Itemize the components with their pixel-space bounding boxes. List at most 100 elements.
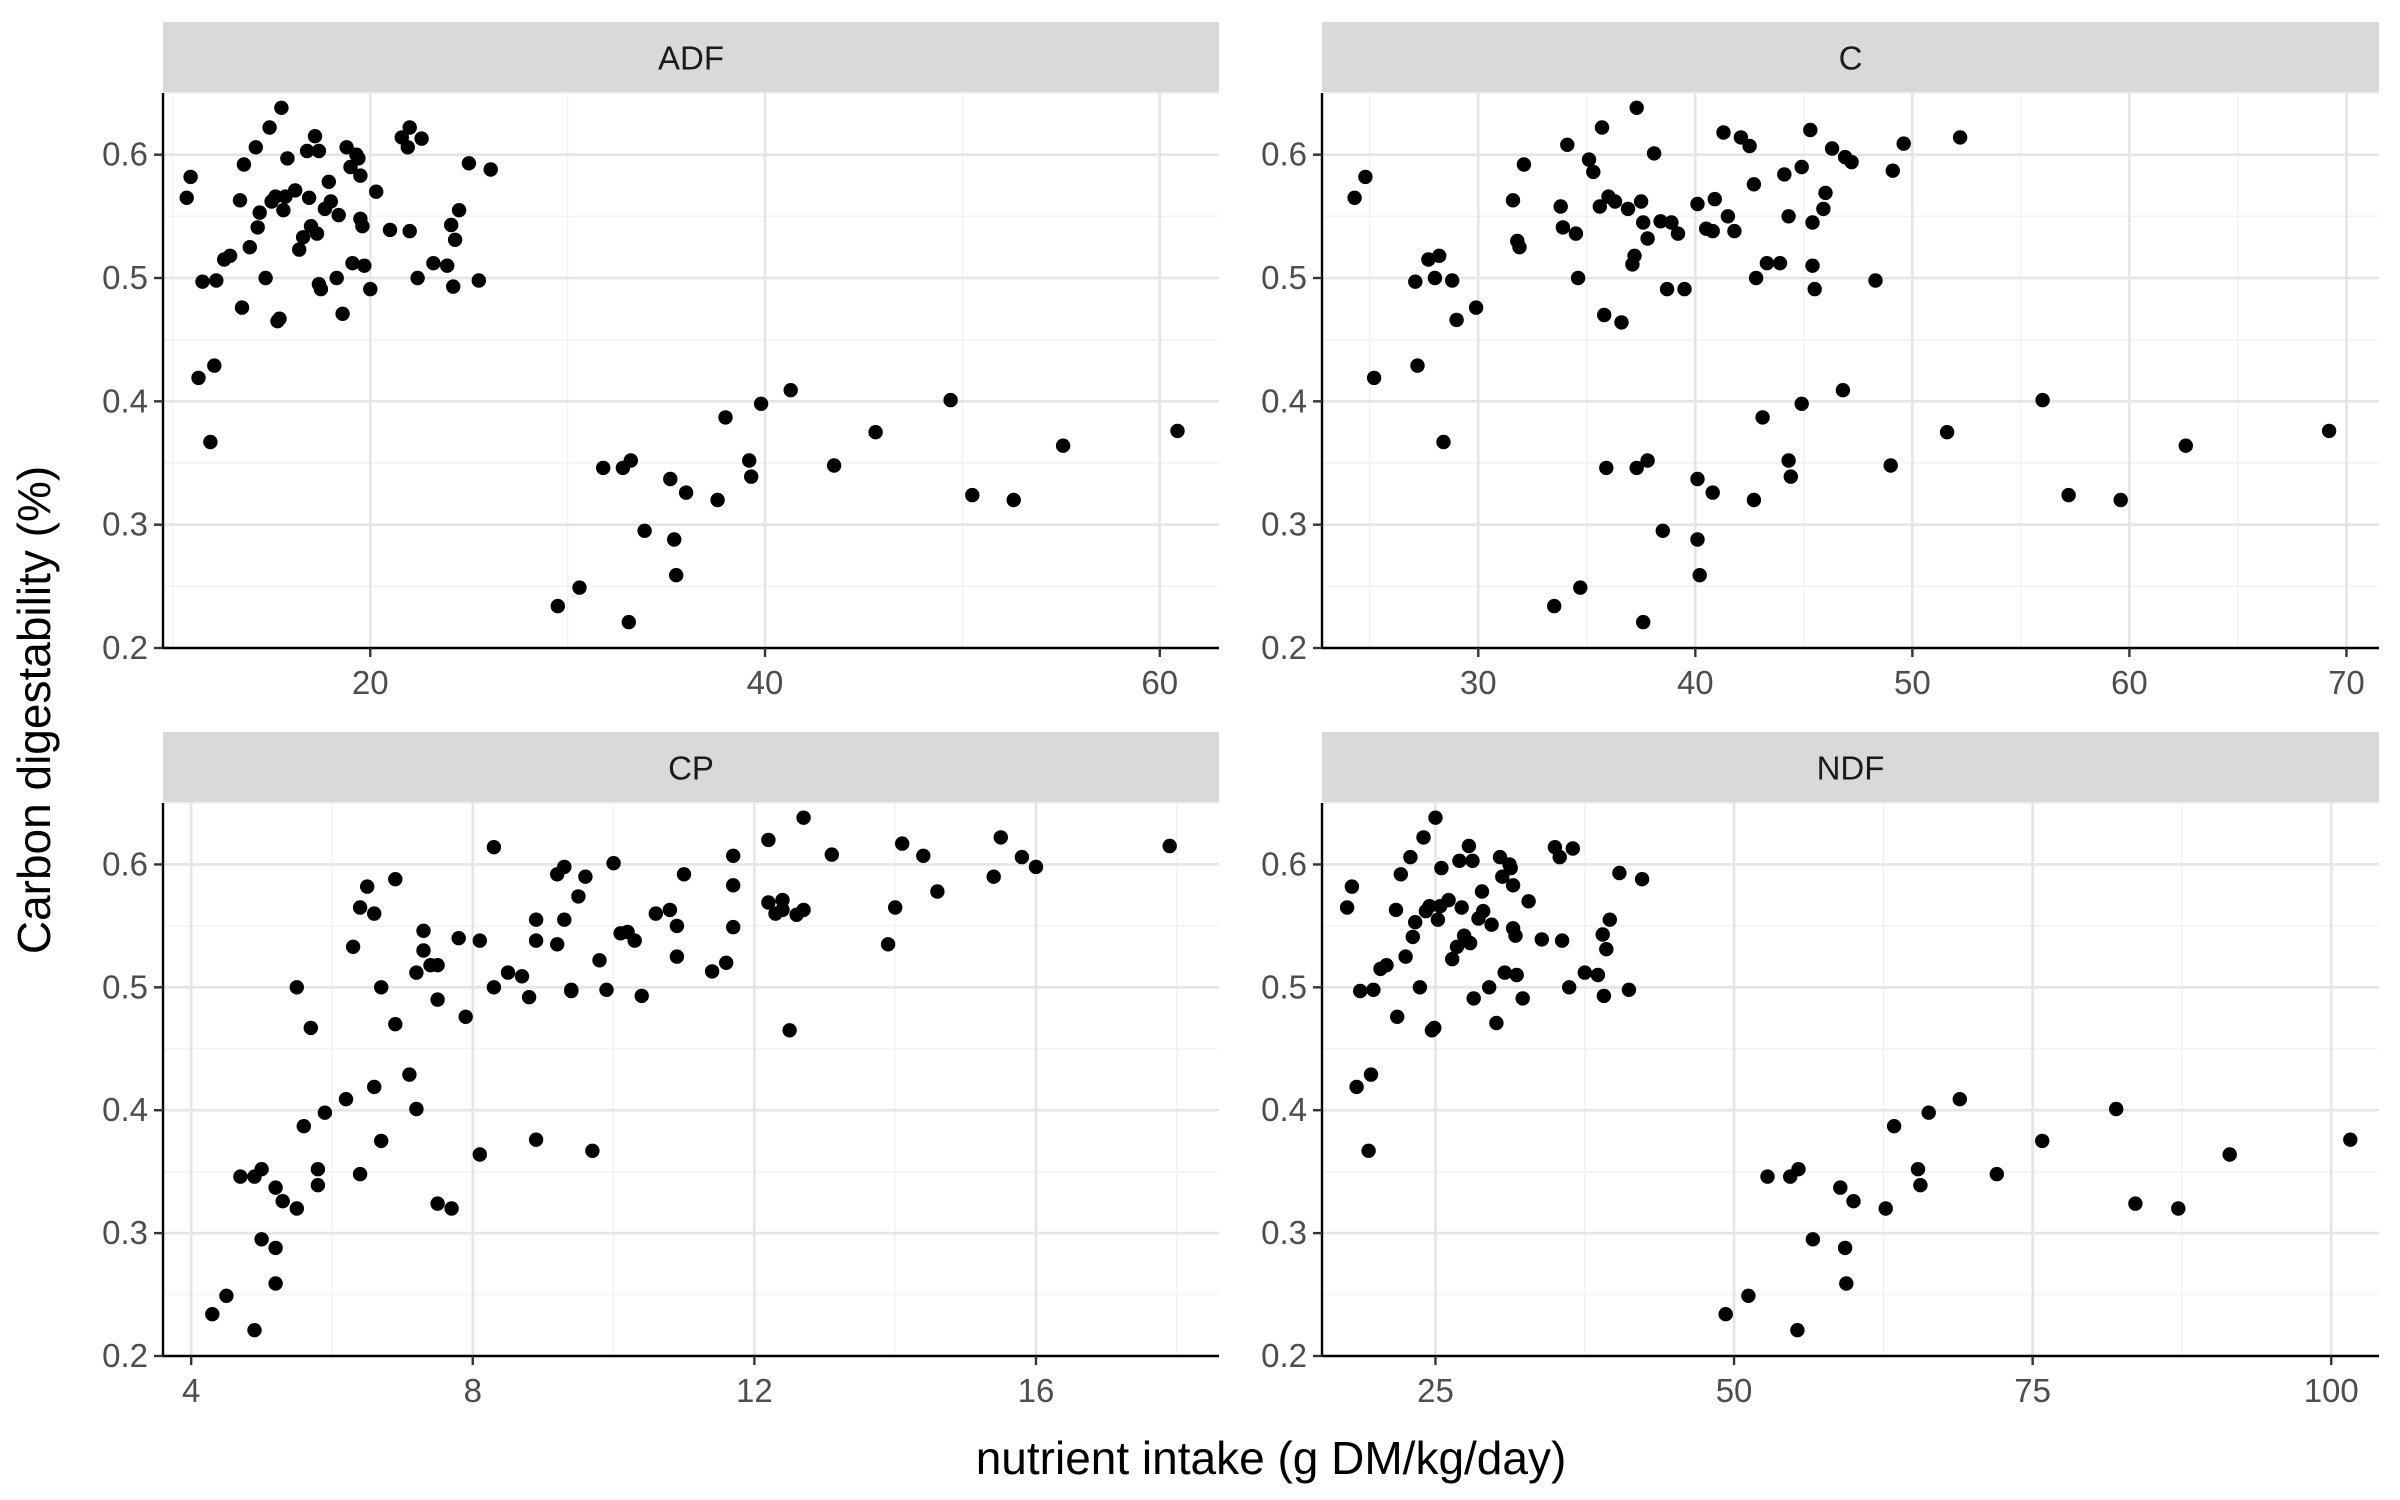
y-tick-label: 0.6	[102, 136, 148, 173]
data-point	[1612, 865, 1627, 881]
data-point	[550, 937, 565, 952]
data-point	[1629, 460, 1644, 476]
data-point	[1028, 859, 1044, 875]
data-point	[191, 370, 206, 386]
data-point	[288, 183, 303, 198]
data-point	[409, 1101, 424, 1117]
data-point	[310, 1178, 326, 1193]
facet-strip-label: C	[1839, 40, 1863, 77]
data-point	[1366, 982, 1381, 997]
data-point	[637, 523, 652, 538]
data-point	[1516, 157, 1532, 172]
data-point	[1627, 248, 1642, 263]
data-point	[369, 184, 384, 199]
x-tick-label: 60	[1141, 664, 1178, 701]
data-point	[329, 270, 344, 286]
data-point	[430, 992, 445, 1007]
data-point	[374, 1133, 389, 1149]
data-point	[2343, 1132, 2358, 1147]
data-point	[275, 1194, 290, 1209]
data-point	[824, 847, 839, 862]
y-tick-label: 0.2	[1261, 1337, 1307, 1374]
x-tick-label: 25	[1417, 1372, 1454, 1409]
data-point	[528, 933, 544, 948]
y-tick-label: 0.2	[1261, 629, 1307, 666]
data-point	[1454, 900, 1469, 915]
data-point	[1878, 1201, 1893, 1216]
data-point	[296, 1119, 311, 1134]
data-point	[1353, 983, 1368, 999]
data-point	[307, 129, 323, 144]
data-point	[564, 982, 579, 997]
x-tick-label: 75	[2014, 1372, 2051, 1409]
data-point	[1512, 240, 1527, 255]
data-point	[514, 969, 530, 984]
data-point	[1805, 258, 1820, 273]
data-point	[451, 931, 466, 946]
data-point	[1430, 912, 1446, 927]
data-point	[410, 270, 425, 286]
data-point	[1560, 137, 1575, 152]
data-point	[1162, 838, 1177, 854]
data-point	[430, 1196, 445, 1211]
data-point	[634, 988, 649, 1004]
data-point	[205, 1307, 220, 1322]
data-point	[888, 900, 903, 915]
data-point	[1590, 967, 1606, 983]
data-point	[1748, 270, 1764, 286]
data-point	[1489, 1015, 1504, 1031]
data-point	[710, 492, 725, 508]
data-point	[500, 965, 516, 980]
x-axis-title: nutrient intake (g DM/kg/day)	[976, 1432, 1567, 1484]
y-tick-label: 0.2	[102, 629, 148, 666]
data-point	[1760, 1169, 1775, 1184]
data-point	[268, 1180, 283, 1195]
data-point	[1910, 1162, 1926, 1177]
data-point	[2113, 492, 2128, 508]
data-point	[1670, 226, 1686, 241]
data-point	[1344, 879, 1360, 894]
data-point	[382, 222, 398, 238]
data-point	[1497, 965, 1512, 980]
data-point	[1746, 177, 1762, 192]
y-tick-label: 0.3	[102, 506, 148, 543]
data-point	[782, 1023, 797, 1038]
data-point	[572, 580, 587, 595]
data-point	[345, 939, 361, 954]
data-point	[1602, 912, 1618, 927]
data-point	[1659, 281, 1675, 297]
data-point	[1358, 169, 1373, 185]
data-point	[1640, 453, 1655, 468]
data-point	[1503, 860, 1518, 876]
data-point	[2128, 1196, 2143, 1211]
data-point	[233, 1169, 248, 1184]
y-tick-label: 0.5	[1261, 259, 1307, 296]
data-point	[426, 256, 441, 271]
data-point	[374, 980, 389, 995]
data-point	[179, 190, 194, 205]
data-point	[1844, 154, 1859, 170]
data-point	[1742, 138, 1757, 154]
facet-strip-label: ADF	[658, 40, 724, 77]
data-point	[483, 162, 498, 177]
x-tick-label: 30	[1460, 664, 1497, 701]
data-point	[1555, 220, 1571, 235]
data-point	[1347, 190, 1362, 205]
data-point	[930, 884, 945, 899]
data-point	[1505, 878, 1521, 893]
data-point	[761, 895, 776, 910]
x-tick-label: 4	[182, 1372, 200, 1409]
data-point	[1921, 1105, 1936, 1120]
data-point	[1818, 185, 1833, 201]
data-point	[1653, 214, 1668, 229]
data-point	[2321, 423, 2337, 439]
data-point	[1515, 991, 1530, 1006]
data-point	[1805, 215, 1820, 230]
data-point	[1449, 939, 1465, 954]
data-point	[311, 143, 327, 159]
data-point	[1690, 196, 1705, 212]
data-point	[323, 194, 338, 209]
x-tick-label: 50	[1716, 1372, 1753, 1409]
y-tick-label: 0.4	[1261, 1091, 1307, 1128]
data-point	[311, 277, 327, 292]
